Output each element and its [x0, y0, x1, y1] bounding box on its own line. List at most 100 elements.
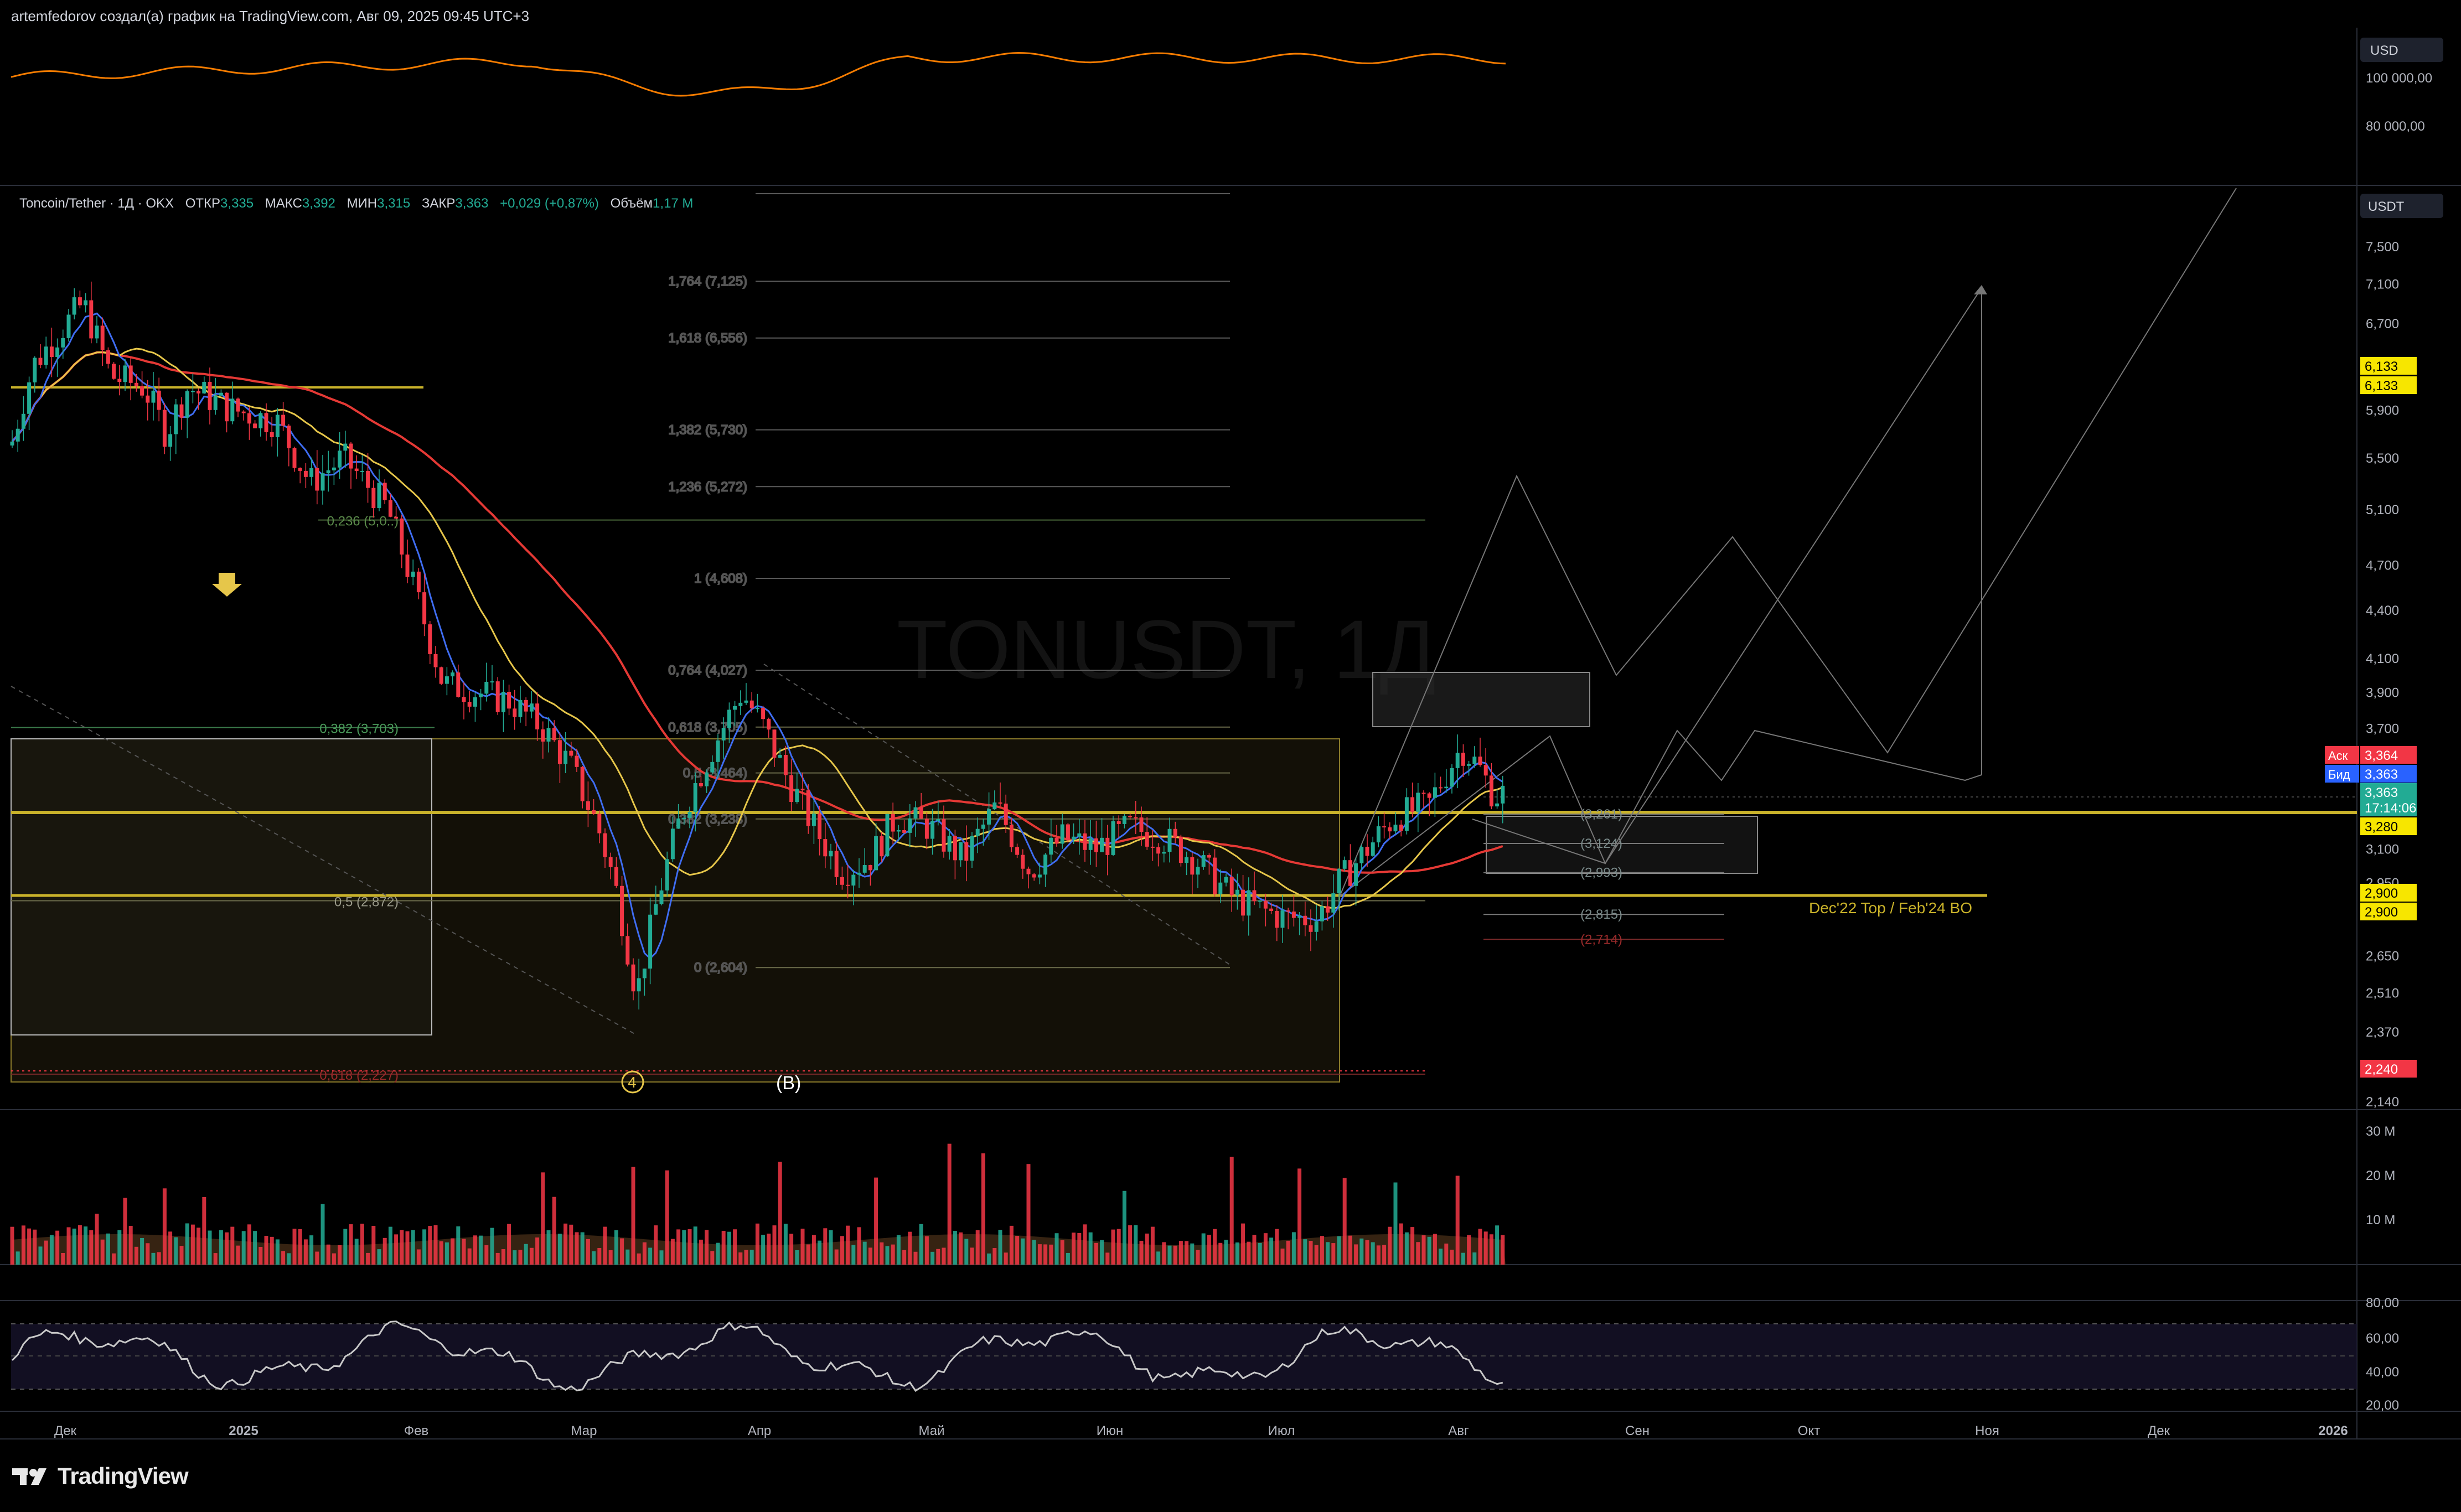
candle-body — [913, 807, 918, 819]
legend-open-label: ОТКР — [185, 196, 220, 211]
candle-body — [970, 836, 974, 861]
candle-body — [1185, 857, 1189, 863]
fib-ret-label: 0,5 (2,872) — [334, 895, 399, 910]
candle-body — [1134, 817, 1138, 819]
candle-body — [44, 346, 48, 365]
volume-bar — [1139, 1240, 1144, 1265]
volume-bar — [1066, 1252, 1070, 1265]
candle-body — [117, 379, 122, 382]
volume-bar — [874, 1177, 878, 1265]
volume-bar — [862, 1241, 867, 1265]
candle-body — [631, 964, 635, 992]
ma-yellow — [11, 348, 1503, 909]
candle-body — [563, 750, 568, 764]
time-tick: Мар — [571, 1423, 597, 1438]
legend-line: Toncoin/Tether · 1Д · OKX ОТКР3,335 МАКС… — [19, 196, 693, 211]
volume-bar — [501, 1249, 505, 1265]
volume-bar — [1229, 1157, 1234, 1265]
rsi-tick-40: 40,00 — [2366, 1365, 2399, 1380]
fib-ext-label: 1,382 (5,730) — [668, 423, 747, 438]
candle-body — [292, 448, 297, 468]
price-badge — [2360, 783, 2417, 801]
candle-body — [151, 390, 156, 403]
legend-change: +0,029 (+0,87%) — [500, 196, 599, 211]
price-badge — [2360, 1060, 2417, 1078]
candle-body — [1450, 768, 1454, 787]
candle-body — [930, 820, 935, 839]
candle-body — [840, 877, 844, 885]
volume-bar — [106, 1233, 110, 1265]
volume-bar — [400, 1230, 404, 1265]
volume-bar — [456, 1226, 461, 1265]
candle-body — [800, 789, 805, 791]
candle-body — [1060, 824, 1064, 844]
rsi-pane: 80,00 60,00 40,00 20,00 — [11, 1296, 2399, 1413]
volume-bar — [705, 1230, 709, 1265]
volume-bar — [428, 1226, 432, 1265]
price-tick: 2,650 — [2366, 949, 2399, 964]
candle-body — [1404, 797, 1409, 831]
fib-ret-label: 0,236 (5,0..) — [327, 514, 399, 529]
candle-body — [637, 978, 641, 992]
tradingview-logo-icon — [12, 1468, 46, 1485]
volume-bar — [1326, 1242, 1330, 1265]
volume-bar — [857, 1227, 861, 1265]
volume-bar — [1433, 1234, 1437, 1265]
candle-body — [309, 468, 314, 477]
volume-bar — [670, 1239, 675, 1265]
volume-bar — [1156, 1251, 1161, 1265]
volume-bar — [507, 1224, 511, 1265]
volume-bar — [1128, 1225, 1133, 1265]
volume-bar — [287, 1253, 291, 1265]
candle-body — [1320, 906, 1324, 921]
price-badge-label: 3,280 — [2365, 820, 2398, 835]
candle-body — [874, 836, 878, 871]
volume-bar — [829, 1230, 833, 1265]
time-tick: Апр — [748, 1423, 771, 1438]
volume-bar — [281, 1251, 286, 1265]
candle-body — [1049, 837, 1053, 855]
tradingview-logo[interactable]: TradingView — [12, 1463, 189, 1489]
volume-bar — [49, 1235, 54, 1265]
price-badge — [2360, 357, 2417, 375]
volume-bar — [1054, 1233, 1059, 1265]
candle-body — [1213, 857, 1217, 894]
volume-bar — [236, 1245, 240, 1265]
candle-body — [1309, 925, 1313, 932]
candle-body — [1088, 838, 1093, 850]
candle-body — [975, 829, 980, 836]
candle-body — [55, 347, 60, 358]
volume-bar — [575, 1232, 579, 1265]
volume-bar — [998, 1230, 1002, 1265]
candle-body — [1015, 847, 1020, 855]
candle-body — [1393, 824, 1398, 832]
volume-bar — [309, 1235, 314, 1265]
volume-bar — [354, 1239, 359, 1265]
candle-body — [377, 483, 381, 508]
candle-body — [1326, 906, 1330, 913]
candle-body — [264, 413, 268, 432]
candle-body — [168, 434, 173, 447]
candle-body — [857, 872, 861, 875]
candle-body — [1467, 764, 1471, 766]
volume-bar — [727, 1231, 731, 1265]
volume-bar — [1337, 1236, 1341, 1265]
candle-body — [1178, 837, 1183, 863]
legend-open: 3,335 — [220, 196, 254, 211]
volume-bar — [789, 1234, 794, 1265]
price-badge — [2360, 903, 2417, 920]
candle-body — [1094, 838, 1098, 852]
candle-body — [778, 755, 782, 758]
volume-bar — [930, 1251, 935, 1265]
price-tick: 2,510 — [2366, 986, 2399, 1001]
price-tick: 7,100 — [2366, 277, 2399, 292]
volume-bar — [818, 1240, 822, 1265]
wave-4-marker — [621, 1070, 644, 1094]
volume-bar — [608, 1250, 613, 1265]
volume-bar — [1196, 1250, 1200, 1265]
fib-ext-label: 1,236 (5,272) — [668, 479, 747, 494]
volume-bar — [1201, 1233, 1206, 1265]
volume-bar — [625, 1249, 630, 1265]
candle-body — [174, 404, 178, 434]
